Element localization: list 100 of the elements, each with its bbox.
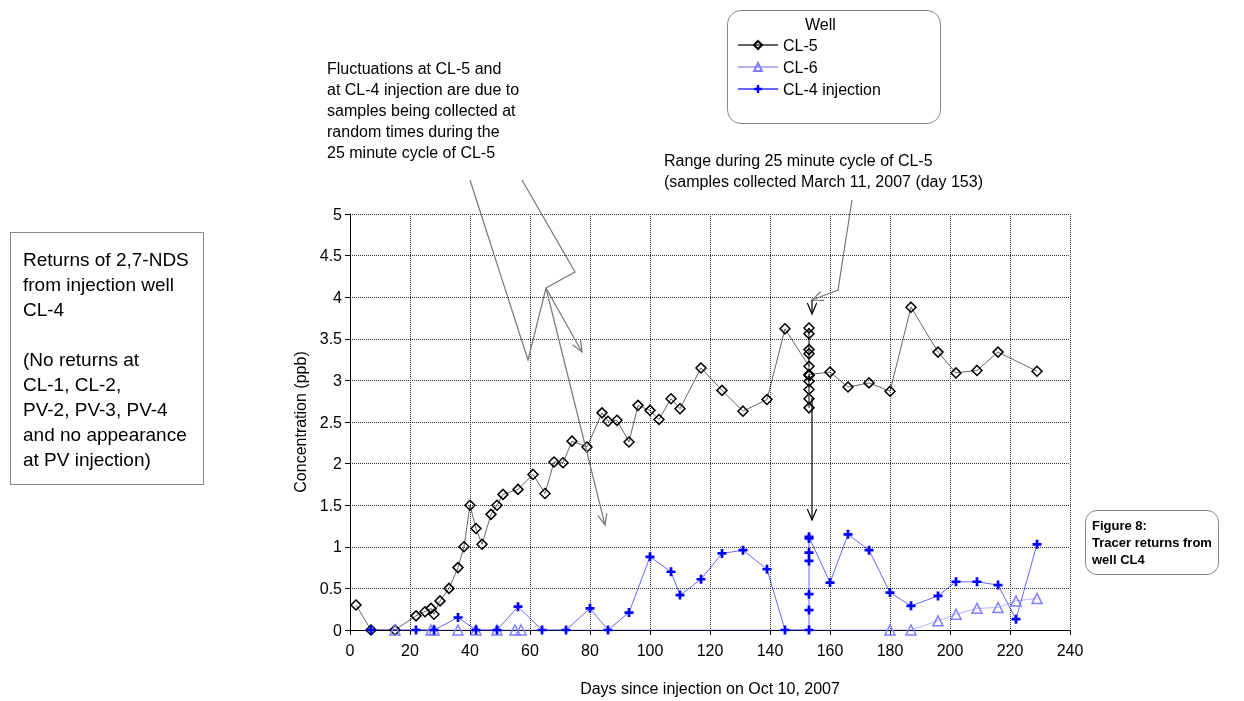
text: Fluctuations at CL-5 and at CL-4 injection are due to samples being collected at random times during the 25 minute cycle of CL-5 [327, 59, 520, 163]
point [470, 522, 482, 535]
point [596, 407, 608, 419]
point [485, 508, 497, 521]
caption: Figure 8: Tracer returns from well CL4 [1085, 510, 1219, 575]
x-tick-label: 240 [1056, 641, 1084, 659]
point [950, 367, 962, 379]
point [434, 595, 446, 607]
x-tick-label: 220 [996, 641, 1024, 659]
x-tick-label: 180 [876, 641, 904, 659]
y-tick-label: 3.5 [319, 330, 343, 348]
point [581, 441, 593, 453]
text: Returns of 2,7-NDS from injection well CL-4 (No returns at CL-1, CL-2, PV-2, PV-3, PV-4 and no appearance at PV injection) [23, 249, 189, 470]
legend-label: CL-5 [783, 36, 818, 54]
point [803, 322, 815, 334]
point [884, 385, 896, 397]
point [666, 567, 676, 577]
point [804, 589, 814, 599]
point [632, 399, 644, 412]
legend-label: CL-6 [783, 58, 818, 76]
point [905, 301, 917, 313]
y-tick-label: 4 [333, 288, 343, 306]
point [803, 348, 815, 360]
point [951, 577, 961, 587]
x-tick-label: 80 [581, 641, 599, 659]
point [548, 456, 560, 468]
y-tick-label: 1 [333, 538, 343, 556]
x-tick-label: 100 [636, 641, 664, 659]
point [992, 346, 1004, 358]
point [737, 405, 749, 417]
point [428, 608, 440, 620]
point [803, 375, 815, 387]
point [644, 404, 656, 417]
point [932, 615, 944, 627]
point [497, 488, 509, 501]
point [452, 624, 464, 636]
point [653, 413, 665, 426]
point [452, 561, 464, 574]
y-tick-label: 0 [333, 621, 343, 639]
y-tick-label: 3 [333, 371, 343, 389]
point [419, 605, 431, 618]
point [624, 608, 634, 618]
point [972, 577, 982, 587]
point [971, 602, 983, 615]
y-tick-label: 2 [333, 455, 343, 473]
point [350, 599, 362, 611]
point [425, 602, 437, 615]
point [674, 402, 686, 415]
point [905, 624, 917, 636]
point [885, 588, 895, 598]
point [716, 384, 728, 397]
point [515, 624, 527, 636]
point [825, 578, 835, 588]
x-tick-label: 60 [521, 641, 539, 659]
point [842, 381, 854, 393]
point [803, 392, 815, 405]
point [992, 601, 1004, 614]
point [458, 541, 470, 553]
point [464, 499, 476, 511]
point [512, 483, 524, 496]
point [971, 364, 983, 377]
point [843, 529, 853, 539]
x-axis-title: Days since injection on Oct 10, 2007 [580, 679, 840, 697]
point [863, 377, 875, 389]
point [696, 574, 706, 584]
point [950, 608, 962, 620]
y-tick-label: 0.5 [319, 579, 343, 597]
point [803, 343, 815, 356]
x-tick-label: 0 [345, 641, 355, 659]
y-tick-label: 5 [333, 205, 343, 223]
point [695, 362, 707, 374]
point [1011, 614, 1021, 624]
point [623, 436, 635, 448]
point [491, 499, 503, 511]
point [585, 603, 595, 613]
point [761, 393, 773, 406]
point [527, 468, 539, 481]
point [824, 366, 836, 378]
point [1010, 595, 1022, 607]
point [762, 564, 772, 574]
point [779, 323, 791, 335]
point [803, 328, 815, 340]
x-tick-label: 160 [816, 641, 844, 659]
point [513, 602, 523, 612]
point [611, 414, 623, 427]
point [410, 610, 422, 622]
point [803, 383, 815, 396]
x-tick-label: 20 [401, 641, 419, 659]
point [476, 538, 488, 551]
point [717, 548, 727, 558]
point [1032, 539, 1042, 549]
point [1031, 592, 1043, 605]
point [665, 392, 677, 405]
y-tick-label: 4.5 [319, 247, 343, 265]
point [803, 360, 815, 373]
x-tick-label: 40 [461, 641, 479, 659]
point [884, 624, 896, 636]
point [932, 346, 944, 358]
point [1031, 365, 1043, 377]
point [566, 435, 578, 447]
